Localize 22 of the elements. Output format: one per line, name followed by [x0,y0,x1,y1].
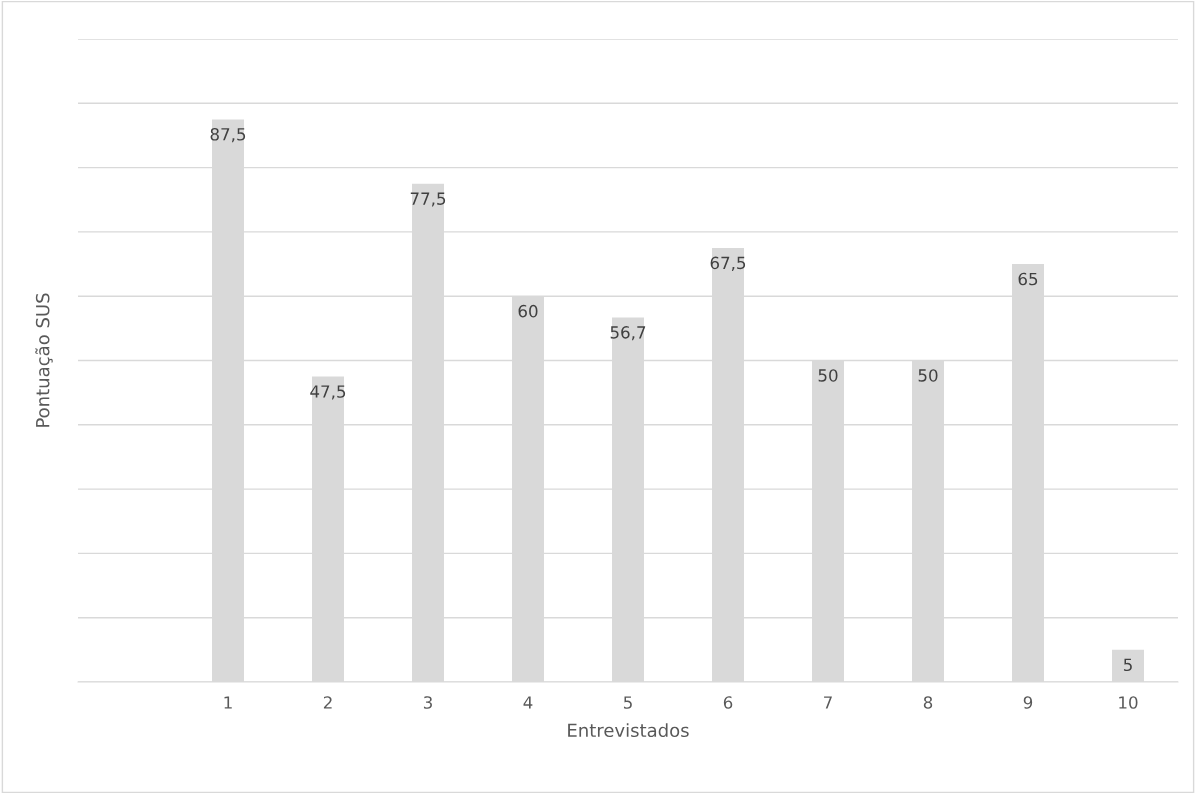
data-label: 77,5 [410,192,446,207]
data-label: 50 [818,369,838,382]
x-tick-label: 2 [323,696,332,709]
data-label: 5 [1123,658,1132,672]
data-label: 56,7 [610,326,646,341]
data-label: 65 [1018,272,1038,286]
x-tick-label: 1 [224,696,232,709]
x-tick-label: 9 [1023,696,1033,709]
data-label: 60 [518,304,538,318]
x-tick-label: 8 [923,696,933,709]
data-label: 67,5 [710,256,746,271]
y-axis-title: Pontuação SUS [35,293,53,427]
x-axis-title: Entrevistados [568,723,689,738]
x-tick-label: 6 [723,696,733,709]
data-label: 47,5 [310,385,346,400]
x-tick-label: 5 [623,696,632,709]
x-tick-label: 10 [1119,696,1138,709]
x-tick-label: 7 [824,696,832,709]
x-tick-label: 3 [423,696,432,709]
data-label: 50 [918,369,938,382]
x-tick-label: 4 [523,696,533,709]
data-label: 87,5 [210,128,246,143]
